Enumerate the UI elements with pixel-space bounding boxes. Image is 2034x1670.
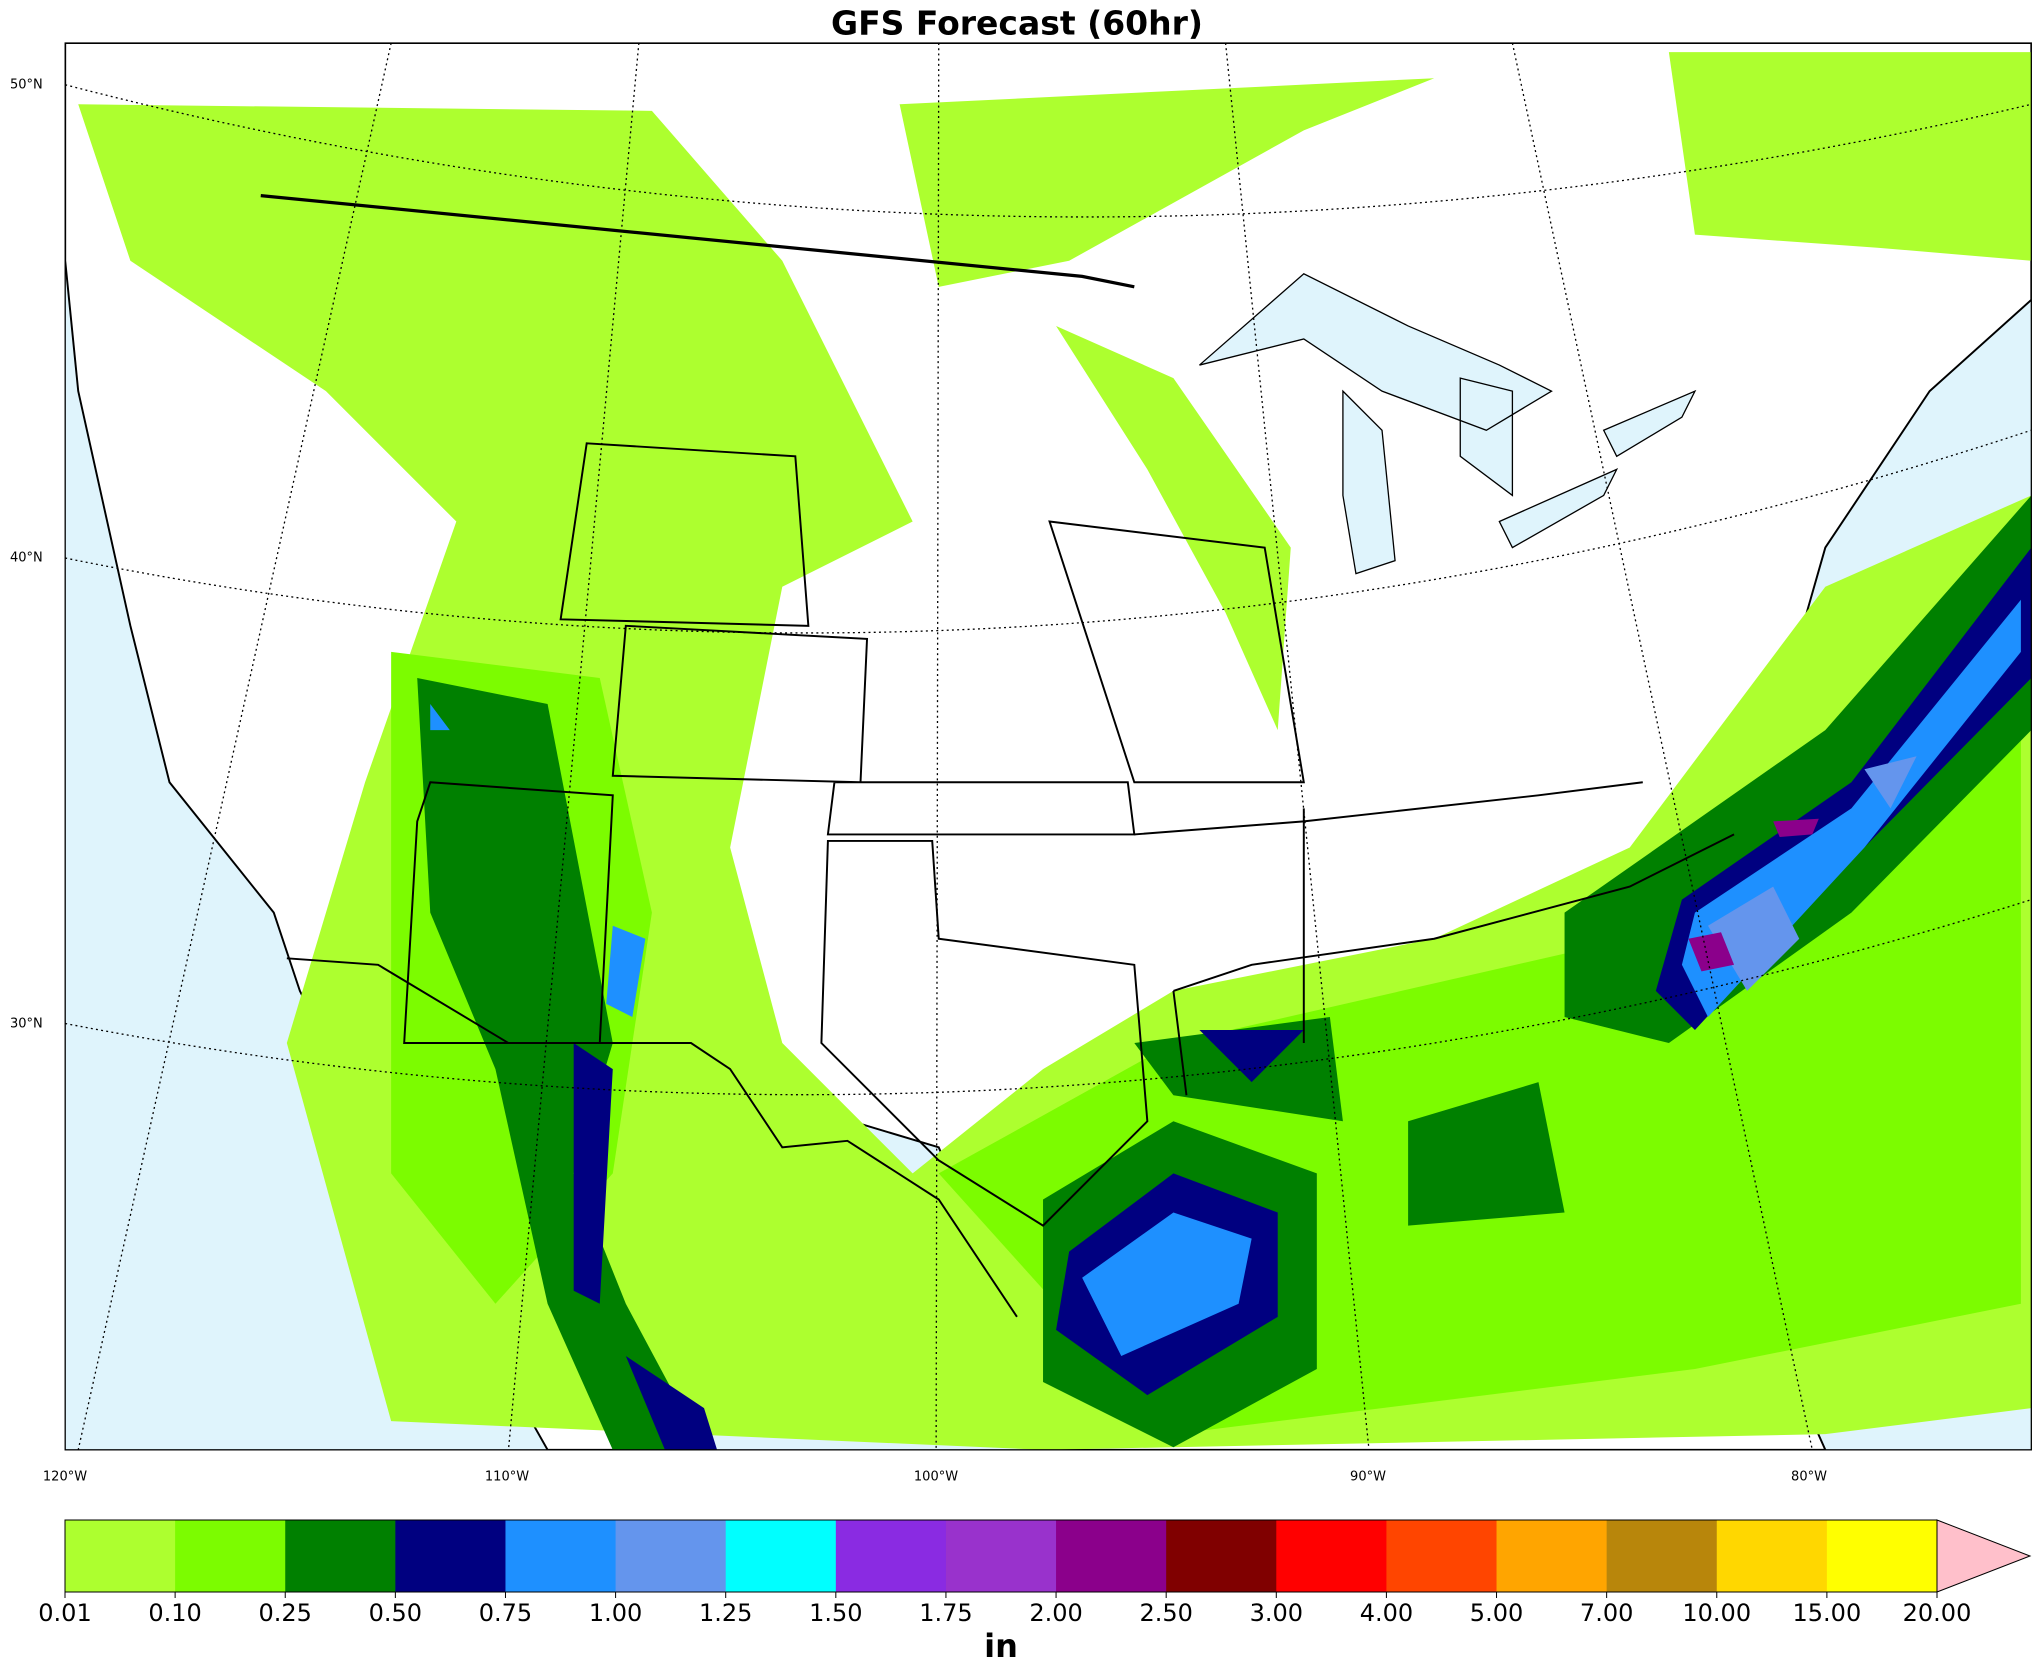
colorbar-tick-label: 3.00 xyxy=(1250,1599,1303,1627)
lon-label: 120°W xyxy=(43,1470,87,1485)
colorbar-tick-label: 0.25 xyxy=(259,1599,312,1627)
colorbar-segment xyxy=(1276,1520,1387,1592)
colorbar-frame xyxy=(64,1519,1937,1593)
colorbar-segment xyxy=(395,1520,506,1592)
colorbar-tick-label: 5.00 xyxy=(1470,1599,1523,1627)
colorbar-segment xyxy=(1716,1520,1828,1592)
map-title: GFS Forecast (60hr) xyxy=(831,4,1203,43)
colorbar-segment xyxy=(945,1520,1057,1592)
colorbar-tick-label: 1.75 xyxy=(919,1599,972,1627)
colorbar-tick-label: 15.00 xyxy=(1793,1599,1862,1627)
colorbar-label: in xyxy=(984,1627,1018,1665)
map-frame xyxy=(64,42,2032,1451)
colorbar-segment xyxy=(1606,1520,1718,1592)
colorbar-tick-label: 7.00 xyxy=(1580,1599,1633,1627)
colorbar-tick-label: 2.50 xyxy=(1139,1599,1192,1627)
lon-label: 110°W xyxy=(485,1470,529,1485)
lon-label: 100°W xyxy=(914,1470,958,1485)
colorbar-segment xyxy=(175,1520,286,1592)
colorbar-segment xyxy=(505,1520,617,1592)
colorbar-tick-label: 0.10 xyxy=(148,1599,201,1627)
precip-area xyxy=(1707,756,1917,991)
lat-label: 50°N xyxy=(10,78,43,93)
graticule xyxy=(65,43,2032,1450)
colorbar-segment xyxy=(1826,1520,1938,1592)
colorbar-segment xyxy=(615,1520,727,1592)
map xyxy=(64,42,2032,1451)
colorbar-tick-label: 0.75 xyxy=(479,1599,532,1627)
colorbar-tick-label: 20.00 xyxy=(1903,1599,1972,1627)
great-lakes xyxy=(1199,273,1697,575)
colorbar-tick-label: 2.00 xyxy=(1029,1599,1082,1627)
lat-label: 40°N xyxy=(10,551,43,566)
lon-label: 80°W xyxy=(1791,1470,1827,1485)
lon-label: 90°W xyxy=(1350,1470,1386,1485)
lat-label: 30°N xyxy=(10,1017,43,1032)
colorbar-tick-label: 1.00 xyxy=(589,1599,642,1627)
colorbar-segment xyxy=(1386,1520,1498,1592)
precip-area xyxy=(1688,818,1819,972)
colorbar-tick-label: 4.00 xyxy=(1360,1599,1413,1627)
colorbar-segment xyxy=(1166,1520,1277,1592)
colorbar-segment xyxy=(1056,1520,1167,1592)
colorbar-tick-label: 0.50 xyxy=(369,1599,422,1627)
colorbar-segment xyxy=(725,1520,837,1592)
colorbar-tick-label: 1.50 xyxy=(809,1599,862,1627)
colorbar-segment xyxy=(65,1520,176,1592)
state-borders xyxy=(260,193,1735,1318)
colorbar-tick-label: 1.25 xyxy=(699,1599,752,1627)
colorbar-extension xyxy=(1936,1519,2032,1593)
colorbar-segment xyxy=(285,1520,396,1592)
colorbar-segment xyxy=(835,1520,947,1592)
colorbar-tick-label: 10.00 xyxy=(1682,1599,1751,1627)
precip-area xyxy=(430,599,2021,1356)
colorbar-segment xyxy=(1496,1520,1608,1592)
colorbar-tick-label: 0.01 xyxy=(38,1599,91,1627)
